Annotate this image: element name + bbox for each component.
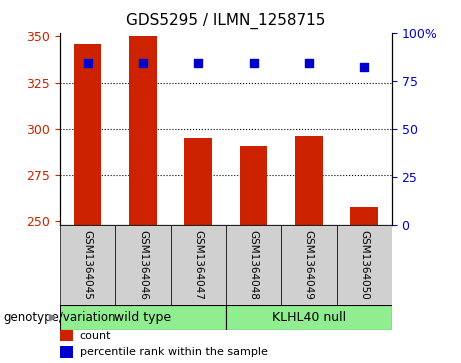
Text: genotype/variation: genotype/variation (3, 311, 116, 324)
Title: GDS5295 / ILMN_1258715: GDS5295 / ILMN_1258715 (126, 12, 325, 29)
FancyBboxPatch shape (337, 225, 392, 305)
Bar (240, 146, 267, 225)
Point (195, 61, 202, 66)
Bar (184, 138, 212, 225)
Text: percentile rank within the sample: percentile rank within the sample (80, 347, 268, 357)
Bar (60, 346, 73, 358)
Text: GSM1364050: GSM1364050 (359, 230, 369, 300)
Bar (295, 136, 323, 225)
Point (305, 61, 313, 66)
Text: GSM1364046: GSM1364046 (138, 230, 148, 300)
Point (84, 61, 91, 66)
Text: GSM1364045: GSM1364045 (83, 230, 93, 300)
Bar (60, 330, 73, 341)
Text: GSM1364049: GSM1364049 (304, 230, 314, 300)
Bar (74, 44, 101, 225)
FancyBboxPatch shape (60, 225, 115, 305)
Text: KLHL40 null: KLHL40 null (272, 311, 346, 324)
Point (139, 61, 147, 66)
FancyBboxPatch shape (226, 225, 281, 305)
FancyBboxPatch shape (281, 225, 337, 305)
Text: GSM1364048: GSM1364048 (248, 230, 259, 300)
FancyBboxPatch shape (171, 225, 226, 305)
Bar (350, 207, 378, 225)
FancyBboxPatch shape (115, 225, 171, 305)
Text: count: count (80, 331, 112, 341)
Text: GSM1364047: GSM1364047 (193, 230, 203, 300)
FancyBboxPatch shape (226, 305, 392, 330)
Point (250, 61, 257, 66)
Point (361, 64, 368, 70)
Text: wild type: wild type (114, 311, 171, 324)
Bar (129, 36, 157, 225)
FancyBboxPatch shape (60, 305, 226, 330)
